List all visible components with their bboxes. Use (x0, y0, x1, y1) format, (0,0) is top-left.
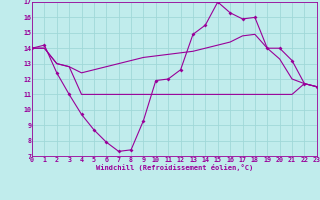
X-axis label: Windchill (Refroidissement éolien,°C): Windchill (Refroidissement éolien,°C) (96, 164, 253, 171)
